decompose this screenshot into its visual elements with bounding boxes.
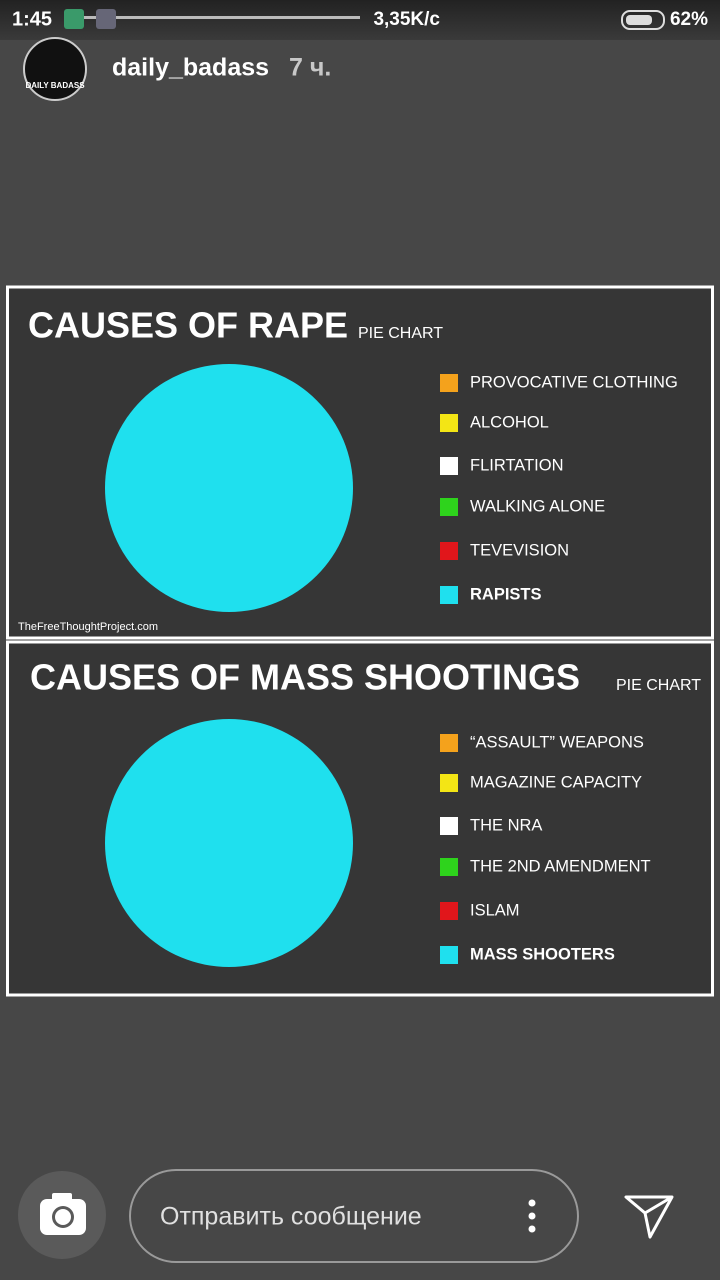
username[interactable]: daily_badass — [112, 54, 269, 82]
legend-swatch — [440, 858, 458, 876]
battery-level — [626, 15, 652, 25]
legend-swatch — [440, 734, 458, 752]
legend-swatch — [440, 902, 458, 920]
story-progress — [70, 16, 360, 19]
legend-label: TEVEVISION — [470, 541, 569, 559]
legend-label: RAPISTS — [470, 585, 542, 603]
legend-label: MAGAZINE CAPACITY — [470, 773, 642, 791]
legend-label: ISLAM — [470, 901, 520, 919]
legend-swatch — [440, 414, 458, 432]
legend-label: THE 2ND AMENDMENT — [470, 857, 651, 875]
legend-swatch — [440, 946, 458, 964]
legend-label: THE NRA — [470, 816, 542, 834]
net-speed: 3,35K/c — [373, 9, 440, 30]
legend-swatch — [440, 498, 458, 516]
more-icon — [528, 1212, 536, 1220]
camera-icon — [55, 1209, 71, 1225]
notification-icon — [64, 9, 84, 29]
avatar[interactable] — [23, 37, 87, 101]
notification-icon — [96, 9, 116, 29]
battery-text: 62% — [670, 9, 708, 30]
message-placeholder: Отправить сообщение — [160, 1203, 422, 1231]
chart-title: CAUSES OF RAPE — [28, 305, 348, 346]
legend-label: “ASSAULT” WEAPONS — [470, 733, 644, 751]
status-bar — [0, 0, 720, 40]
more-icon — [528, 1225, 536, 1233]
legend-swatch — [440, 374, 458, 392]
legend-label: ALCOHOL — [470, 413, 549, 431]
pie-slice — [105, 719, 353, 967]
avatar-text: DAILY BADASS — [25, 81, 85, 90]
charts: CAUSES OF RAPE PIE CHART PROVOCATIVE CLOTH… — [6, 285, 714, 997]
battery-icon — [621, 10, 665, 30]
chart-subtitle: PIE CHART — [358, 325, 443, 342]
post-age: 7 ч. — [289, 54, 331, 82]
send-button[interactable] — [624, 1195, 674, 1239]
chart-source: TheFreeThoughtProject.com — [18, 621, 158, 633]
legend-swatch — [440, 817, 458, 835]
legend-label: FLIRTATION — [470, 456, 564, 474]
time: 1:45 — [12, 8, 52, 30]
chart-subtitle: PIE CHART — [616, 677, 701, 694]
camera-icon — [52, 1193, 72, 1201]
chart-title: CAUSES OF MASS SHOOTINGS — [30, 657, 580, 698]
legend-label: WALKING ALONE — [470, 497, 605, 515]
legend-label: PROVOCATIVE CLOTHING — [470, 373, 678, 391]
legend-swatch — [440, 774, 458, 792]
message-input[interactable] — [129, 1169, 579, 1263]
legend-swatch — [440, 457, 458, 475]
legend-swatch — [440, 542, 458, 560]
legend-swatch — [440, 586, 458, 604]
legend-label: MASS SHOOTERS — [470, 945, 615, 963]
more-icon[interactable] — [528, 1199, 536, 1207]
pie-slice — [105, 364, 353, 612]
